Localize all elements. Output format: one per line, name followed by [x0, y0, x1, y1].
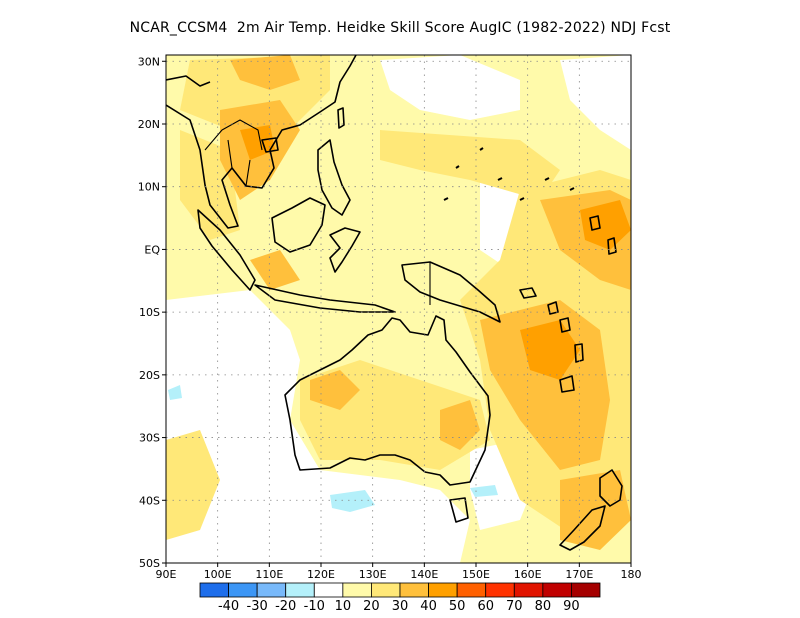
coastlines: [166, 55, 623, 551]
colorbar-swatch: [228, 582, 258, 598]
lon-tick-label: 130E: [359, 568, 387, 581]
lon-tick-label: 110E: [255, 568, 283, 581]
plot-frame: [165, 54, 632, 564]
lon-tick-label: 160E: [514, 568, 542, 581]
map-title: NCAR_CCSM4 2m Air Temp. Heidke Skill Sco…: [129, 20, 671, 36]
colorbar-swatch: [542, 582, 572, 598]
lon-tick-label: 170E: [565, 568, 593, 581]
colorbar-swatch: [513, 582, 544, 598]
colorbar-label: 20: [363, 599, 380, 614]
lat-tick-label: 20N: [138, 118, 160, 131]
colorbar-swatch: [342, 582, 372, 598]
colorbar-label: -40: [218, 599, 239, 614]
colorbar-label: -10: [304, 599, 325, 614]
lat-tick-label: EQ: [144, 243, 160, 256]
colorbar-label: 40: [420, 599, 437, 614]
colorbar-label: 30: [392, 599, 409, 614]
skill-score-shading: [166, 55, 631, 563]
colorbar-label: -20: [275, 599, 296, 614]
colorbar: -40 -30 -20 -10 10 20 30 40 50 60 70 80 90: [199, 582, 601, 614]
colorbar-swatch: [485, 582, 515, 598]
lon-tick-label: 180: [621, 568, 642, 581]
colorbar-label: -30: [247, 599, 268, 614]
colorbar-swatch: [285, 582, 315, 598]
lat-tick-label: 40S: [139, 494, 160, 507]
colorbar-swatch: [428, 582, 458, 598]
lat-tick-label: 50S: [139, 557, 160, 570]
lon-tick-label: 90E: [156, 568, 177, 581]
colorbar-swatch: [571, 582, 601, 598]
colorbar-swatch: [256, 582, 287, 598]
lat-tick-label: 30S: [139, 432, 160, 445]
colorbar-label: 70: [506, 599, 523, 614]
lat-tick-label: 30N: [138, 55, 160, 68]
colorbar-swatch: [199, 582, 229, 598]
colorbar-swatch: [456, 582, 487, 598]
lon-tick-label: 100E: [204, 568, 232, 581]
lat-tick-label: 10N: [138, 181, 160, 194]
colorbar-label: 10: [335, 599, 352, 614]
lon-tick-label: 120E: [307, 568, 335, 581]
colorbar-label: 50: [449, 599, 466, 614]
colorbar-swatch: [399, 582, 429, 598]
colorbar-swatch: [371, 582, 401, 598]
lat-tick-label: 10S: [139, 306, 160, 319]
colorbar-label: 90: [563, 599, 580, 614]
lon-tick-label: 150E: [462, 568, 490, 581]
colorbar-label: 80: [535, 599, 552, 614]
lat-tick-label: 20S: [139, 369, 160, 382]
lon-tick-label: 140E: [410, 568, 438, 581]
colorbar-swatch: [313, 582, 344, 598]
colorbar-label: 60: [477, 599, 494, 614]
